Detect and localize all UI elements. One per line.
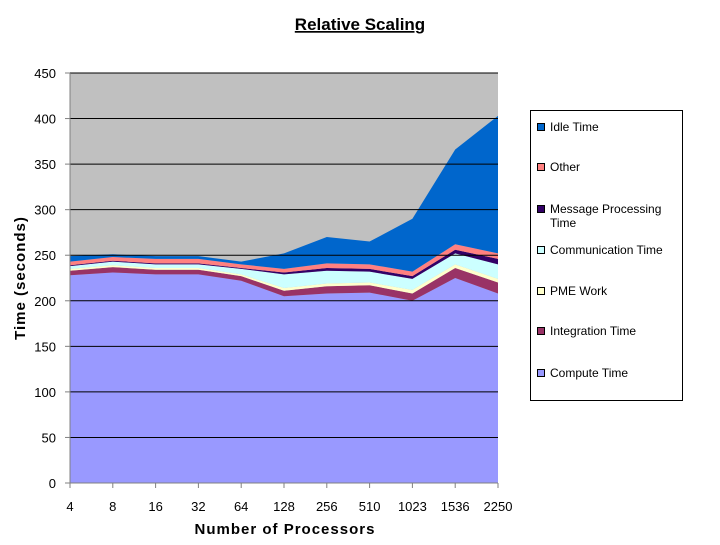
legend-label: Idle Time <box>550 120 599 134</box>
y-tick-label: 50 <box>42 430 56 445</box>
x-tick-label: 256 <box>316 499 338 514</box>
x-tick-label: 128 <box>273 499 295 514</box>
legend-label: Integration Time <box>550 324 637 338</box>
y-tick-label: 100 <box>34 385 56 400</box>
area-message-processing-time <box>70 249 498 279</box>
y-tick-label: 250 <box>34 248 56 263</box>
y-tick-label: 0 <box>49 476 56 491</box>
y-axis-label: Time (seconds) <box>12 216 29 340</box>
legend-swatch <box>537 327 545 335</box>
legend-label: Message Processing Time <box>550 202 662 230</box>
y-tick-label: 450 <box>34 66 56 81</box>
legend-swatch <box>537 246 545 254</box>
y-tick-label: 350 <box>34 157 56 172</box>
legend-swatch <box>537 123 545 131</box>
y-tick-label: 400 <box>34 112 56 127</box>
x-tick-label: 64 <box>234 499 248 514</box>
legend-label: Compute Time <box>550 366 629 380</box>
x-tick-label: 1536 <box>441 499 470 514</box>
legend: Idle Time Other Message Processing Time Com… <box>530 110 683 401</box>
x-tick-label: 2250 <box>484 499 513 514</box>
area-pme-work <box>70 264 498 294</box>
legend-swatch <box>537 287 545 295</box>
area-other <box>70 244 498 277</box>
x-tick-label: 16 <box>148 499 162 514</box>
x-tick-label: 4 <box>66 499 73 514</box>
area-compute-time <box>70 272 498 483</box>
legend-label: Communication Time <box>550 243 663 257</box>
area-idle-time <box>70 115 498 272</box>
plot-area: 0 50 100 150 200 250 300 350 400 450 4 8 16 32 64 128 25… <box>34 66 512 514</box>
area-communication-time <box>70 253 498 290</box>
chart-title: Relative Scaling <box>295 15 425 34</box>
x-tick-label: 32 <box>191 499 205 514</box>
area-integration-time <box>70 267 498 301</box>
y-tick-label: 300 <box>34 203 56 218</box>
x-tick-label: 8 <box>109 499 116 514</box>
legend-swatch <box>537 163 545 171</box>
legend-label: PME Work <box>550 284 608 298</box>
x-tick-label: 1023 <box>398 499 427 514</box>
y-tick-label: 150 <box>34 339 56 354</box>
x-axis-label: Number of Processors <box>195 521 376 538</box>
legend-swatch <box>537 369 545 377</box>
y-tick-label: 200 <box>34 294 56 309</box>
legend-swatch <box>537 205 545 213</box>
x-tick-label: 510 <box>359 499 381 514</box>
legend-label: Other <box>550 160 581 174</box>
